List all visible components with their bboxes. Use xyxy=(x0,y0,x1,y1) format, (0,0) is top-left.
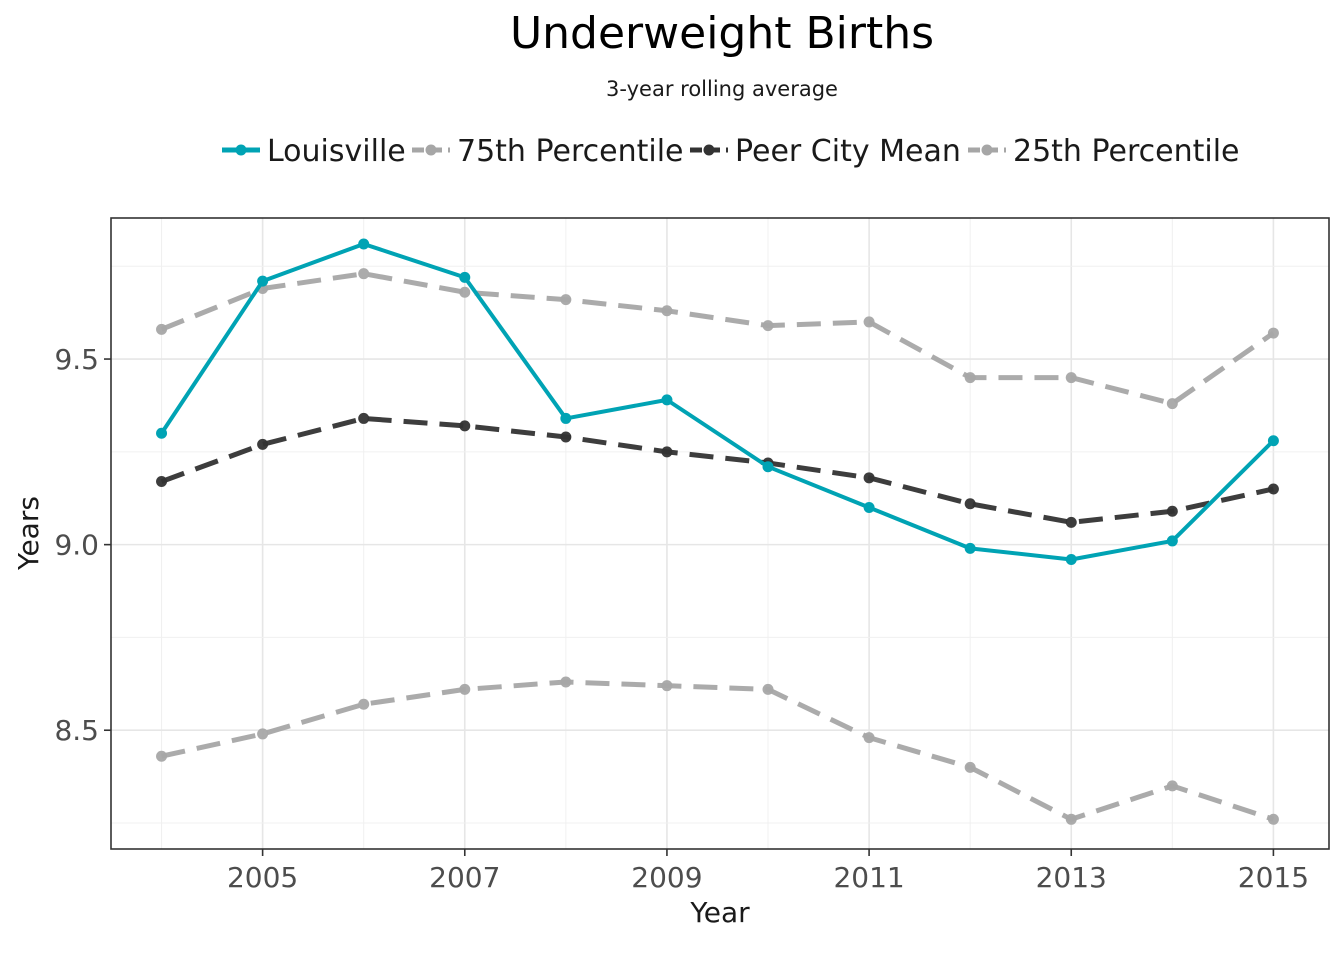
data-point-louisville xyxy=(1166,535,1178,547)
data-point-peer-city-mean xyxy=(358,412,370,424)
data-point-peer-city-mean xyxy=(1166,505,1178,517)
data-point-25th-percentile xyxy=(459,683,471,695)
data-point-75th-percentile xyxy=(762,320,774,332)
data-point-peer-city-mean xyxy=(1267,483,1279,495)
series-line-75th-percentile xyxy=(160,271,1275,407)
data-point-25th-percentile xyxy=(661,680,673,692)
legend-item-75th-percentile: 75th Percentile xyxy=(412,134,684,169)
data-point-25th-percentile xyxy=(156,750,168,762)
series-line-louisville xyxy=(159,241,1275,562)
y-tick-label: 9.5 xyxy=(54,343,99,376)
data-point-75th-percentile xyxy=(863,316,875,328)
data-point-louisville xyxy=(257,275,269,287)
data-point-louisville xyxy=(1065,553,1077,565)
data-point-25th-percentile xyxy=(863,732,875,744)
x-tick-label: 2009 xyxy=(631,861,702,894)
legend: Louisville 75th Percentile Peer City Mean 2… xyxy=(222,134,1240,169)
data-point-louisville xyxy=(156,427,168,439)
chart-title: Underweight Births xyxy=(510,8,934,59)
data-point-75th-percentile xyxy=(1166,398,1178,410)
legend-label: Louisville xyxy=(267,134,406,169)
data-point-louisville xyxy=(358,238,370,250)
data-point-25th-percentile xyxy=(560,676,572,688)
data-point-louisville xyxy=(661,394,673,406)
series-louisville xyxy=(156,238,1279,565)
legend-item-25th-percentile: 25th Percentile xyxy=(968,134,1240,169)
series-layer xyxy=(156,238,1279,825)
data-point-25th-percentile xyxy=(257,728,269,740)
x-tick-label: 2005 xyxy=(227,861,298,894)
series-75th-percentile xyxy=(156,268,1279,410)
data-point-peer-city-mean xyxy=(964,498,976,510)
y-axis-title: Years xyxy=(12,496,45,571)
legend-swatch-point xyxy=(425,144,437,156)
data-point-peer-city-mean xyxy=(459,420,471,432)
data-point-louisville xyxy=(863,502,875,514)
legend-item-louisville: Louisville xyxy=(222,134,406,169)
x-tick-label: 2013 xyxy=(1036,861,1107,894)
series-line-peer-city-mean xyxy=(160,415,1274,525)
data-point-louisville xyxy=(560,412,572,424)
data-point-25th-percentile xyxy=(358,698,370,710)
data-point-25th-percentile xyxy=(1065,813,1077,825)
legend-swatch-point xyxy=(981,144,993,156)
data-point-25th-percentile xyxy=(1166,780,1178,792)
legend-swatch-point xyxy=(235,144,247,156)
data-point-peer-city-mean xyxy=(257,438,269,450)
data-point-25th-percentile xyxy=(1267,813,1279,825)
data-point-25th-percentile xyxy=(762,683,774,695)
legend-swatch-point xyxy=(703,144,715,156)
data-point-louisville xyxy=(1267,435,1279,447)
data-point-peer-city-mean xyxy=(1065,516,1077,528)
legend-label: Peer City Mean xyxy=(735,134,961,169)
plot-border xyxy=(110,217,1330,850)
plot-background xyxy=(111,218,1329,849)
data-point-louisville xyxy=(459,271,471,283)
data-point-75th-percentile xyxy=(459,286,471,298)
x-axis-title: Year xyxy=(689,896,750,929)
x-tick-label: 2011 xyxy=(833,861,904,894)
plot-area xyxy=(111,218,1329,849)
data-point-peer-city-mean xyxy=(156,476,168,488)
data-point-75th-percentile xyxy=(964,372,976,384)
legend-label: 25th Percentile xyxy=(1013,134,1240,169)
data-point-75th-percentile xyxy=(1065,372,1077,384)
data-point-louisville xyxy=(964,542,976,554)
data-point-peer-city-mean xyxy=(661,446,673,458)
data-point-peer-city-mean xyxy=(560,431,572,443)
data-point-louisville xyxy=(762,461,774,473)
series-peer-city-mean xyxy=(156,412,1279,528)
data-point-75th-percentile xyxy=(560,294,572,306)
series-25th-percentile xyxy=(156,676,1279,825)
data-point-75th-percentile xyxy=(661,305,673,317)
data-point-75th-percentile xyxy=(1267,327,1279,339)
data-point-peer-city-mean xyxy=(863,472,875,484)
x-tick-label: 2007 xyxy=(429,861,500,894)
legend-label: 75th Percentile xyxy=(457,134,684,169)
x-tick-label: 2015 xyxy=(1238,861,1309,894)
y-tick-label: 8.5 xyxy=(54,714,99,747)
data-point-75th-percentile xyxy=(156,323,168,335)
data-point-75th-percentile xyxy=(358,268,370,280)
chart-subtitle: 3-year rolling average xyxy=(606,77,838,101)
legend-item-peer-city-mean: Peer City Mean xyxy=(690,134,961,169)
axes: 2005 2007 2009 2011 2013 2015 8.5 9.0 9.5 xyxy=(54,217,1330,894)
y-tick-label: 9.0 xyxy=(54,529,99,562)
data-point-25th-percentile xyxy=(964,761,976,773)
series-line-25th-percentile xyxy=(161,679,1275,822)
